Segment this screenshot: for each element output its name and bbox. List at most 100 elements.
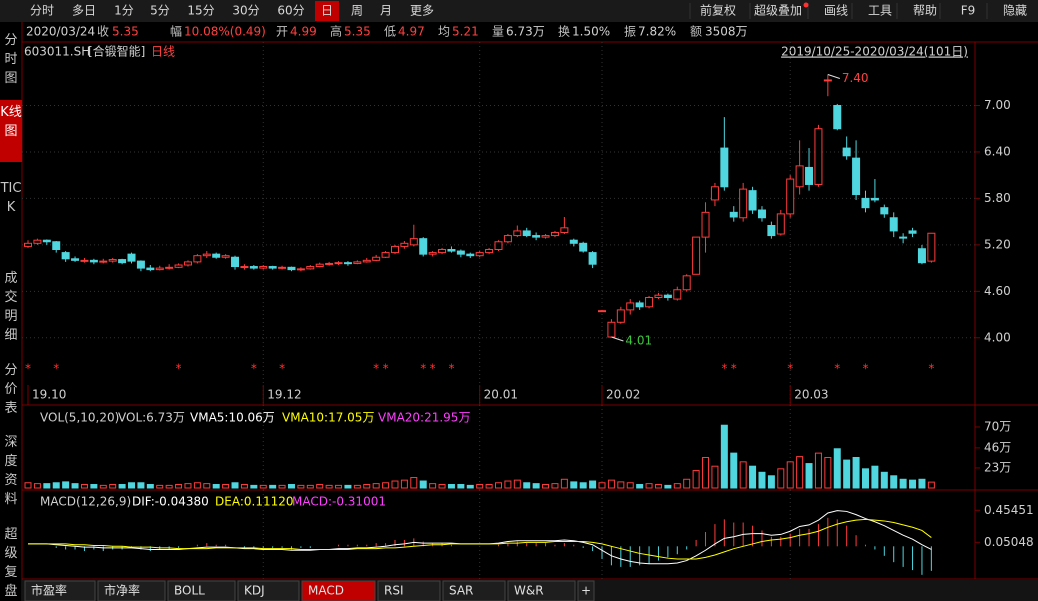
volume-bar — [636, 484, 644, 489]
info-item: 收 — [97, 25, 109, 39]
sidebar-tab[interactable]: 深度资料 — [4, 435, 18, 507]
candle-body — [757, 209, 766, 219]
annotation: 4.01 — [625, 333, 652, 347]
toolbar-button[interactable]: 超级叠加 — [754, 3, 802, 18]
candle-body — [390, 245, 399, 254]
toolbar-button[interactable]: 工具 — [868, 4, 892, 18]
macd-title: MACD(12,26,9) — [40, 495, 131, 509]
volume-bar — [824, 456, 832, 489]
volume-bar — [335, 484, 343, 489]
candle-body — [33, 239, 42, 244]
volume-bar — [504, 480, 512, 489]
toolbar-button[interactable]: 多日 — [72, 4, 96, 18]
info-item: 换 — [558, 25, 570, 39]
volume-bar — [673, 483, 681, 489]
toolbar-button[interactable]: 分时 — [30, 4, 54, 18]
volume-bar — [175, 484, 183, 489]
sidebar-tab[interactable]: 分价表 — [4, 363, 18, 416]
toolbar-button[interactable]: 周 — [351, 4, 363, 18]
event-marker: * — [731, 362, 737, 376]
sidebar-tab[interactable]: 超级复盘 — [4, 527, 18, 599]
info-item: 5.21 — [452, 25, 479, 39]
info-item: 2020/03/24 — [26, 25, 95, 39]
volume-bar — [99, 484, 107, 489]
toolbar-button[interactable]: 5分 — [150, 4, 170, 18]
candle-body — [616, 309, 625, 323]
info-item: 10.08%(0.49) — [184, 25, 266, 39]
tab-bg — [237, 580, 300, 601]
volume-bar — [240, 484, 248, 489]
candle-body — [174, 264, 183, 268]
toolbar-button[interactable]: 60分 — [277, 4, 304, 18]
toolbar-button[interactable]: 日 — [321, 4, 333, 18]
candle-body — [513, 230, 522, 237]
candle-body — [899, 236, 908, 239]
candle-body — [456, 250, 465, 255]
candle-body — [560, 227, 569, 233]
toolbar-button[interactable]: 1分 — [114, 4, 134, 18]
tab[interactable]: BOLL — [174, 584, 205, 598]
sidebar-tab[interactable]: 成交明细 — [4, 271, 18, 343]
candle-body — [278, 266, 287, 269]
candle-body — [673, 289, 682, 300]
candle-body — [786, 178, 795, 215]
toolbar-button[interactable]: 月 — [380, 4, 392, 18]
tab[interactable]: 市净率 — [104, 583, 140, 598]
candle-body — [61, 252, 70, 260]
toolbar-button[interactable]: 前复权 — [700, 3, 736, 18]
candle-body — [532, 235, 541, 238]
volume-bar — [899, 478, 907, 489]
volume-bar — [476, 484, 484, 489]
toolbar-button[interactable]: 更多 — [410, 4, 434, 18]
tab-bg — [507, 580, 576, 601]
candle-body — [419, 238, 428, 255]
volume-bar — [184, 483, 192, 489]
volume-bar — [382, 482, 390, 489]
y-tick-label: 23万 — [984, 460, 1011, 474]
y-tick-label: 4.60 — [984, 284, 1011, 298]
volume-bar — [52, 482, 60, 489]
tab[interactable]: W&R — [514, 584, 544, 598]
toolbar-button[interactable]: 画线 — [824, 4, 848, 18]
tab[interactable]: + — [581, 584, 591, 598]
candle-body — [805, 166, 814, 185]
toolbar-button[interactable]: F9 — [961, 4, 976, 18]
candle-body — [645, 297, 654, 308]
candle-body — [325, 262, 334, 265]
candle-body — [503, 235, 512, 243]
toolbar-active — [315, 1, 339, 21]
candle-body — [494, 241, 503, 251]
volume-bar — [165, 484, 173, 489]
volume-bar — [758, 471, 766, 489]
tab[interactable]: KDJ — [244, 584, 265, 598]
candle-body — [927, 232, 936, 262]
annotation: 7.40 — [842, 71, 869, 85]
candle-body — [89, 259, 98, 263]
stock-name: [合锻智能] — [88, 44, 145, 59]
toolbar-button[interactable]: 30分 — [232, 4, 259, 18]
volume-bar — [316, 484, 324, 489]
candle-body — [24, 242, 32, 247]
sidebar-tab[interactable]: K线图 — [0, 100, 22, 162]
tab[interactable]: MACD — [308, 584, 344, 598]
candle-body — [438, 249, 447, 254]
toolbar-button[interactable]: 帮助 — [913, 4, 937, 18]
legend: DIF:-0.04380 — [132, 495, 209, 509]
toolbar-button[interactable]: 隐藏 — [1003, 4, 1027, 18]
volume-bar — [447, 484, 455, 489]
sidebar-tab[interactable]: 分时图 — [4, 33, 18, 86]
volume-bar — [617, 481, 625, 489]
info-item: 4.97 — [398, 25, 425, 39]
candle-body — [108, 259, 117, 262]
volume-bar — [702, 456, 710, 489]
candle-body — [372, 256, 381, 261]
tab[interactable]: 市盈率 — [31, 583, 67, 598]
volume-bar — [344, 484, 352, 489]
tab[interactable]: SAR — [449, 584, 473, 598]
y-tick-label: 70万 — [984, 419, 1011, 433]
sidebar-tab[interactable]: TICK — [0, 181, 22, 215]
info-item: 低 — [384, 25, 396, 39]
toolbar-button[interactable]: 15分 — [187, 4, 214, 18]
volume-bar — [24, 482, 32, 489]
tab[interactable]: RSI — [384, 584, 404, 598]
